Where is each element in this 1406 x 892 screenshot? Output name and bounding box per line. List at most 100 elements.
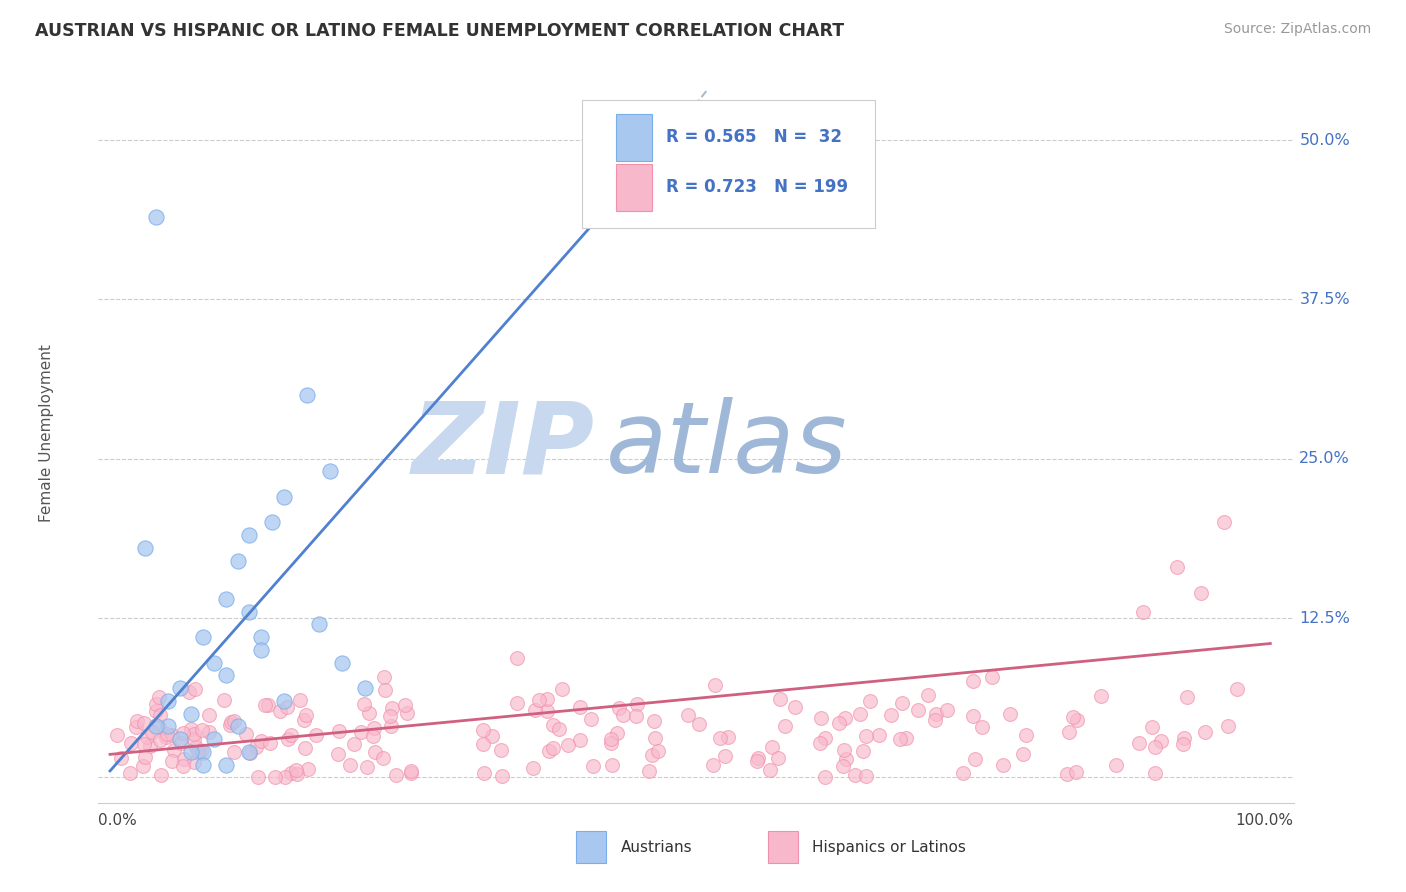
Point [907,703,929,717]
Point [226,554,249,568]
Point [1194,724,1216,739]
Point [250,643,273,657]
Text: atlas: atlas [606,398,848,494]
Point [980,670,1002,684]
Point [297,388,319,402]
Point [972,720,994,734]
Point [204,732,226,747]
Point [280,766,302,780]
Point [471,737,494,751]
Point [1057,725,1080,739]
Text: Hispanics or Latinos: Hispanics or Latinos [811,840,966,855]
Point [551,681,574,696]
Point [148,690,170,705]
Point [294,708,316,723]
Point [1090,689,1112,703]
Point [568,699,591,714]
Point [157,694,180,708]
Point [204,656,226,670]
Point [491,768,513,782]
Point [399,764,422,778]
Point [481,729,503,743]
Point [925,707,948,722]
Point [183,755,205,769]
Point [702,757,724,772]
Point [288,693,311,707]
Point [110,751,132,765]
Point [676,708,699,723]
Point [599,736,621,750]
Point [1015,728,1038,742]
Point [1056,767,1078,781]
Point [1143,766,1166,780]
Point [1105,758,1128,772]
Point [1173,731,1195,745]
Point [136,730,159,744]
Point [139,739,162,753]
Text: AUSTRIAN VS HISPANIC OR LATINO FEMALE UNEMPLOYMENT CORRELATION CHART: AUSTRIAN VS HISPANIC OR LATINO FEMALE UN… [35,22,844,40]
Point [172,726,194,740]
Point [703,678,725,692]
Point [197,725,219,739]
Point [184,740,207,755]
Point [380,719,402,733]
Point [894,731,917,745]
Point [183,727,205,741]
Point [612,707,634,722]
Point [849,707,872,722]
Point [134,750,156,764]
Point [250,630,273,644]
Point [606,725,628,739]
Point [160,754,183,768]
Point [262,516,284,530]
Point [120,736,142,750]
Point [1166,560,1188,574]
Point [339,758,361,772]
Point [373,751,395,765]
Point [238,745,260,759]
Point [235,727,257,741]
Point [834,711,856,725]
Bar [768,831,797,863]
Point [363,721,385,735]
Point [1140,721,1163,735]
Point [766,751,789,765]
Point [747,755,769,769]
Point [855,729,877,743]
Point [149,733,172,747]
Point [527,693,550,707]
Text: Source: ZipAtlas.com: Source: ZipAtlas.com [1223,22,1371,37]
Point [145,719,167,733]
Point [132,758,155,772]
Point [280,728,302,742]
Point [145,698,167,712]
Point [170,736,193,750]
Point [810,711,832,725]
Point [506,651,529,665]
Point [773,719,796,733]
Point [145,704,167,718]
Point [274,770,297,784]
Point [163,743,186,757]
Point [491,743,513,757]
Point [238,528,260,542]
Point [125,714,148,728]
Point [522,761,544,775]
Point [149,768,172,782]
Point [359,706,381,721]
Point [579,712,602,726]
Point [548,722,571,736]
Point [1150,734,1173,748]
Point [569,733,592,747]
Point [714,749,737,764]
Point [1066,765,1088,780]
Point [783,699,806,714]
Point [1128,736,1150,750]
Point [607,701,630,715]
Point [183,732,205,747]
Point [172,759,194,773]
Point [191,757,214,772]
Point [747,751,769,765]
Point [638,764,661,778]
Point [155,731,177,745]
